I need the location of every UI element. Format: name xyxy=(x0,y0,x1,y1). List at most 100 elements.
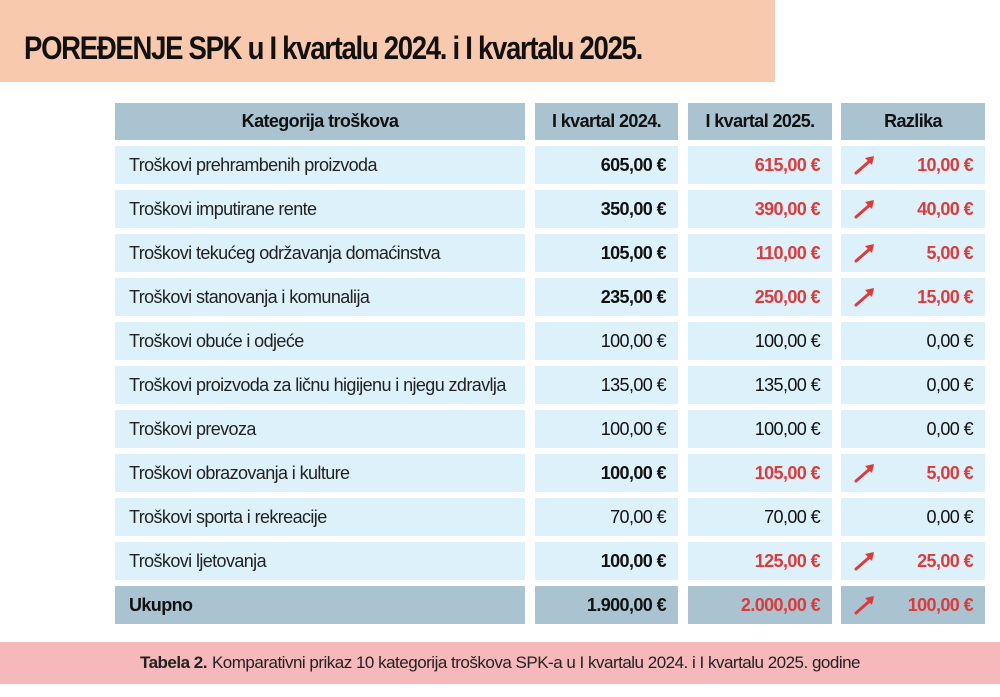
row-difference: 0,00 € xyxy=(841,498,985,536)
row-q2024-text: 100,00 € xyxy=(600,550,667,571)
row-category: Troškovi stanovanja i komunalija xyxy=(115,278,525,316)
total-difference-text: 100,00 € xyxy=(907,594,974,615)
row-category-text: Troškovi prehrambenih proizvoda xyxy=(129,154,377,175)
row-q2024: 135,00 € xyxy=(535,366,678,404)
header-q2024: I kvartal 2024. xyxy=(535,103,678,140)
row-category: Troškovi sporta i rekreacije xyxy=(115,498,525,536)
row-category: Troškovi ljetovanja xyxy=(115,542,525,580)
row-category-text: Troškovi stanovanja i komunalija xyxy=(129,286,370,307)
row-difference-text: 5,00 € xyxy=(926,462,974,483)
row-q2024: 100,00 € xyxy=(535,322,678,360)
arrow-up-right-icon xyxy=(853,154,877,176)
row-q2025-text: 110,00 € xyxy=(755,242,821,263)
row-difference: 5,00 € xyxy=(841,454,985,492)
row-category: Troškovi tekućeg održavanja domaćinstva xyxy=(115,234,525,272)
total-q2025: 2.000,00 € xyxy=(688,586,832,624)
row-category-text: Troškovi imputirane rente xyxy=(129,198,317,219)
row-difference-text: 40,00 € xyxy=(917,198,973,219)
row-category: Troškovi imputirane rente xyxy=(115,190,525,228)
row-difference-text: 10,00 € xyxy=(917,154,973,175)
row-q2024: 605,00 € xyxy=(535,146,678,184)
arrow-up-right-icon xyxy=(853,462,877,484)
total-category: Ukupno xyxy=(115,586,525,624)
row-q2025: 105,00 € xyxy=(688,454,832,492)
header-category: Kategorija troškova xyxy=(115,103,525,140)
total-category-text: Ukupno xyxy=(129,594,193,615)
row-q2025: 615,00 € xyxy=(688,146,832,184)
row-category: Troškovi prehrambenih proizvoda xyxy=(115,146,525,184)
row-q2025: 110,00 € xyxy=(688,234,832,272)
row-q2025: 125,00 € xyxy=(688,542,832,580)
row-q2024: 100,00 € xyxy=(535,454,678,492)
row-difference: 15,00 € xyxy=(841,278,985,316)
row-q2025: 100,00 € xyxy=(688,322,832,360)
total-q2024: 1.900,00 € xyxy=(535,586,678,624)
row-difference-text: 0,00 € xyxy=(926,374,974,395)
title-band: POREĐENJE SPK u I kvartalu 2024. i I kva… xyxy=(0,0,775,82)
row-q2025: 100,00 € xyxy=(688,410,832,448)
row-q2025-text: 125,00 € xyxy=(754,550,821,571)
page-title: POREĐENJE SPK u I kvartalu 2024. i I kva… xyxy=(24,30,643,66)
row-q2024: 100,00 € xyxy=(535,410,678,448)
row-q2024: 100,00 € xyxy=(535,542,678,580)
row-q2025-text: 100,00 € xyxy=(754,330,821,351)
row-category: Troškovi prevoza xyxy=(115,410,525,448)
row-difference: 40,00 € xyxy=(841,190,985,228)
row-q2025-text: 70,00 € xyxy=(764,506,820,527)
row-q2025-text: 615,00 € xyxy=(754,154,821,175)
row-q2024-text: 100,00 € xyxy=(600,462,667,483)
row-difference: 0,00 € xyxy=(841,366,985,404)
row-difference: 25,00 € xyxy=(841,542,985,580)
row-q2024-text: 350,00 € xyxy=(600,198,667,219)
arrow-up-right-icon xyxy=(853,242,877,264)
row-q2024-text: 100,00 € xyxy=(600,330,667,351)
row-q2025: 250,00 € xyxy=(688,278,832,316)
row-category: Troškovi proizvoda za ličnu higijenu i n… xyxy=(115,366,525,404)
arrow-up-right-icon xyxy=(853,594,877,616)
arrow-up-right-icon xyxy=(853,198,877,220)
total-difference: 100,00 € xyxy=(841,586,985,624)
caption-text: Komparativni prikaz 10 kategorija troško… xyxy=(211,653,861,672)
row-q2025-text: 390,00 € xyxy=(754,198,821,219)
row-difference-text: 0,00 € xyxy=(926,330,974,351)
row-category-text: Troškovi tekućeg održavanja domaćinstva xyxy=(129,242,441,263)
row-q2025: 135,00 € xyxy=(688,366,832,404)
row-q2024-text: 105,00 € xyxy=(600,242,667,263)
row-difference-text: 0,00 € xyxy=(926,506,974,527)
row-q2025: 70,00 € xyxy=(688,498,832,536)
row-difference: 5,00 € xyxy=(841,234,985,272)
table-caption: Tabela 2. Komparativni prikaz 10 kategor… xyxy=(0,642,1000,684)
row-category-text: Troškovi ljetovanja xyxy=(129,550,267,571)
row-q2024-text: 135,00 € xyxy=(600,374,667,395)
row-difference-text: 15,00 € xyxy=(917,286,973,307)
row-q2024: 105,00 € xyxy=(535,234,678,272)
row-difference-text: 0,00 € xyxy=(926,418,974,439)
row-q2024-text: 235,00 € xyxy=(600,286,667,307)
row-difference: 0,00 € xyxy=(841,322,985,360)
row-q2025: 390,00 € xyxy=(688,190,832,228)
row-q2025-text: 105,00 € xyxy=(754,462,821,483)
row-difference-text: 5,00 € xyxy=(926,242,974,263)
row-q2025-text: 100,00 € xyxy=(754,418,821,439)
arrow-up-right-icon xyxy=(853,550,877,572)
row-q2024-text: 70,00 € xyxy=(610,506,666,527)
row-q2025-text: 135,00 € xyxy=(754,374,821,395)
arrow-up-right-icon xyxy=(853,286,877,308)
row-q2024: 70,00 € xyxy=(535,498,678,536)
total-q2025-text: 2.000,00 € xyxy=(740,594,821,615)
row-category: Troškovi obuće i odjeće xyxy=(115,322,525,360)
caption-label: Tabela 2. xyxy=(139,653,208,672)
row-difference-text: 25,00 € xyxy=(917,550,973,571)
row-category-text: Troškovi prevoza xyxy=(129,418,256,439)
row-category: Troškovi obrazovanja i kulture xyxy=(115,454,525,492)
row-q2024: 350,00 € xyxy=(535,190,678,228)
row-difference: 0,00 € xyxy=(841,410,985,448)
row-category-text: Troškovi obrazovanja i kulture xyxy=(129,462,350,483)
row-q2025-text: 250,00 € xyxy=(754,286,821,307)
row-q2024: 235,00 € xyxy=(535,278,678,316)
row-category-text: Troškovi proizvoda za ličnu higijenu i n… xyxy=(129,374,506,395)
row-difference: 10,00 € xyxy=(841,146,985,184)
row-category-text: Troškovi sporta i rekreacije xyxy=(129,506,327,527)
header-difference: Razlika xyxy=(841,103,985,140)
header-q2025: I kvartal 2025. xyxy=(688,103,832,140)
